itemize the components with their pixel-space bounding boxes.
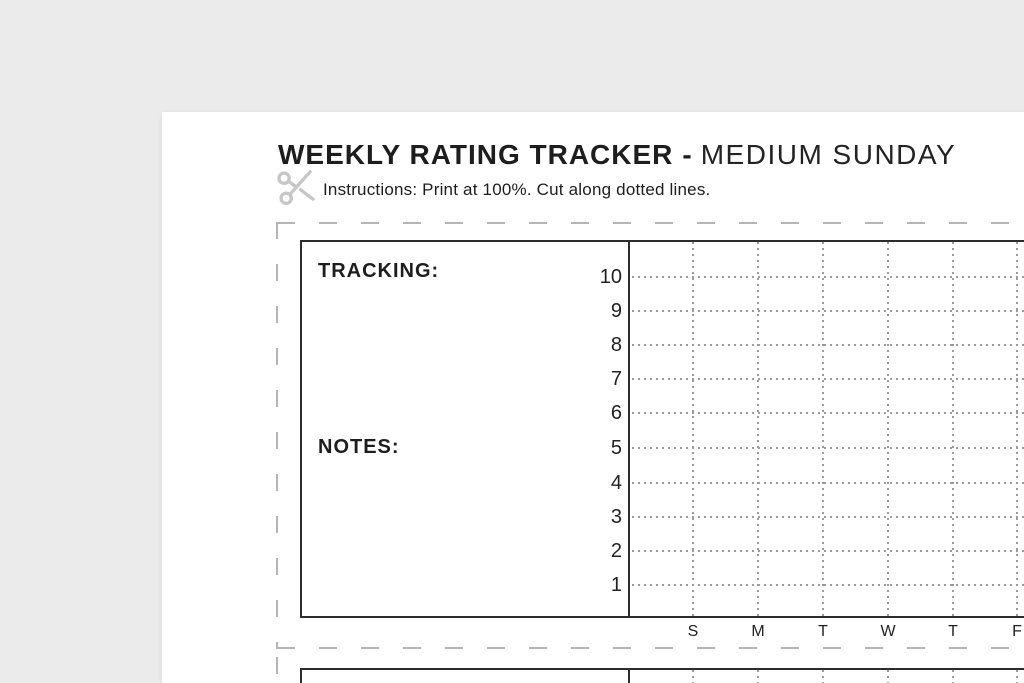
instructions-text: Instructions: Print at 100%. Cut along d… — [323, 180, 711, 199]
second-grid-col-line-2 — [757, 670, 759, 683]
second-grid-col-line-5 — [952, 670, 954, 683]
day-label-thursday: T — [948, 623, 958, 640]
grid-row-line-7 — [632, 378, 1024, 380]
page-title: WEEKLY RATING TRACKER - MEDIUM SUNDAY — [278, 140, 956, 170]
scale-value-1: 1 — [610, 574, 622, 596]
title-separator: - — [682, 139, 692, 170]
day-label-sunday: S — [687, 623, 699, 640]
scale-value-3: 3 — [610, 506, 622, 528]
scale-value-10: 10 — [599, 266, 622, 288]
grid-row-line-2 — [632, 550, 1024, 552]
printable-page: WEEKLY RATING TRACKER - MEDIUM SUNDAY In… — [162, 112, 1024, 683]
grid-row-line-10 — [632, 276, 1024, 278]
scale-value-2: 2 — [610, 540, 622, 562]
tracker-card — [300, 240, 1024, 618]
day-label-friday: F — [1012, 623, 1022, 640]
second-grid-col-line-6 — [1016, 670, 1018, 683]
tracking-label: TRACKING: — [318, 260, 440, 282]
grid-col-line-5 — [952, 242, 954, 616]
notes-label: NOTES: — [318, 436, 400, 458]
grid-col-line-4 — [887, 242, 889, 616]
scale-value-7: 7 — [610, 368, 622, 390]
second-grid-col-line-1 — [692, 670, 694, 683]
grid-row-line-5 — [632, 447, 1024, 449]
grid-row-line-4 — [632, 482, 1024, 484]
tracker-card-divider — [628, 242, 630, 616]
day-label-tuesday: T — [818, 623, 828, 640]
grid-row-line-8 — [632, 344, 1024, 346]
scale-value-6: 6 — [610, 402, 622, 424]
title-variant: MEDIUM SUNDAY — [700, 139, 957, 170]
scale-value-9: 9 — [610, 300, 622, 322]
grid-row-line-9 — [632, 310, 1024, 312]
cut-line-left — [276, 222, 278, 649]
cut-line-bottom — [277, 647, 1024, 649]
scale-value-8: 8 — [610, 334, 622, 356]
second-grid-col-line-4 — [887, 670, 889, 683]
grid-col-line-1 — [692, 242, 694, 616]
cut-line-left-second-card — [276, 657, 278, 683]
second-tracker-card-divider — [628, 670, 630, 683]
second-tracker-card — [300, 668, 1024, 683]
title-main: WEEKLY RATING TRACKER — [278, 139, 674, 170]
scissors-icon — [277, 170, 315, 206]
day-label-monday: M — [751, 623, 765, 640]
grid-col-line-3 — [822, 242, 824, 616]
grid-row-line-1 — [632, 584, 1024, 586]
second-grid-col-line-3 — [822, 670, 824, 683]
day-label-wednesday: W — [880, 623, 896, 640]
scale-value-4: 4 — [610, 472, 622, 494]
grid-row-line-6 — [632, 412, 1024, 414]
scale-value-5: 5 — [610, 437, 622, 459]
grid-row-line-3 — [632, 516, 1024, 518]
grid-col-line-6 — [1016, 242, 1018, 616]
grid-col-line-2 — [757, 242, 759, 616]
cut-line-top — [277, 222, 1024, 224]
